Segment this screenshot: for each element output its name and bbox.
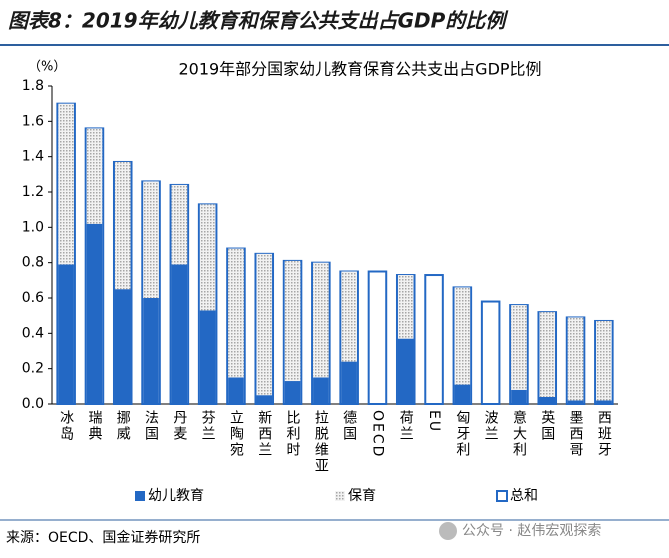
care-bar: [596, 320, 612, 401]
early-education-bar: [397, 338, 414, 404]
y-tick-label: 1.4: [22, 149, 44, 165]
watermark-icon: [439, 522, 457, 540]
y-tick-label: 0.2: [22, 361, 44, 377]
x-tick-label: 冰岛: [58, 410, 74, 442]
early-education-bar: [454, 384, 471, 404]
x-tick-label: 挪威: [115, 410, 131, 442]
page-title: 图表8：2019年幼儿教育和保育公共支出占GDP的比例: [8, 9, 509, 33]
care-bar: [171, 184, 188, 265]
early-education-bar: [58, 264, 74, 404]
early-education-bar: [86, 223, 103, 404]
care-bar: [567, 317, 584, 401]
y-tick-label: 1.6: [22, 113, 44, 129]
early-education-bar: [284, 381, 301, 404]
x-tick-label: 新西兰: [256, 410, 272, 458]
x-tick-label: 法国: [143, 410, 159, 442]
legend-label: 幼儿教育: [148, 488, 204, 504]
x-tick-label: 芬兰: [200, 410, 216, 442]
early-education-bar: [114, 289, 131, 404]
x-tick-label: 波兰: [483, 410, 499, 442]
early-education-bar: [199, 310, 216, 404]
x-tick-label: 匈牙利: [454, 410, 470, 458]
early-education-bar: [143, 298, 159, 404]
x-tick-label: 立陶宛: [228, 410, 244, 458]
x-tick-label: 丹麦: [171, 410, 187, 442]
care-bar: [313, 262, 329, 378]
care-bar: [199, 204, 216, 311]
legend-swatch: [335, 491, 345, 501]
chart-title: 2019年部分国家幼儿教育保育公共支出占GDP比例: [178, 60, 541, 79]
legend-label: 总和: [510, 488, 538, 504]
y-tick-label: 0.4: [22, 325, 44, 341]
x-tick-label: EU: [426, 410, 442, 433]
care-bar: [539, 312, 556, 397]
x-tick-label: 比利时: [285, 410, 301, 458]
y-tick-label: 0.8: [22, 255, 44, 271]
care-bar: [228, 248, 244, 378]
legend-label: 保育: [348, 488, 376, 504]
care-bar: [86, 128, 103, 224]
x-tick-label: 意大利: [511, 409, 527, 458]
y-tick-label: 0.6: [22, 290, 44, 306]
x-tick-label: OECD: [369, 410, 385, 458]
x-tick-label: 荷兰: [398, 410, 414, 442]
early-education-bar: [313, 377, 329, 404]
care-bar: [256, 253, 273, 396]
total-bar: [424, 274, 444, 405]
early-education-bar: [341, 361, 357, 404]
y-tick-label: 1.0: [22, 219, 44, 235]
y-tick-label: 1.8: [22, 78, 44, 94]
early-education-bar: [511, 389, 527, 404]
total-bar: [480, 300, 501, 405]
care-bar: [397, 275, 414, 339]
legend-swatch: [135, 491, 145, 501]
early-education-bar: [256, 395, 273, 404]
care-bar: [454, 287, 471, 385]
early-education-bar: [567, 400, 584, 404]
y-axis-label: （%）: [28, 60, 66, 75]
care-bar: [114, 161, 131, 290]
watermark: 公众号 · 赵伟宏观探索: [462, 522, 601, 539]
x-tick-label: 西班牙: [596, 410, 612, 458]
x-tick-label: 拉脱维亚: [313, 410, 329, 474]
x-tick-label: 德国: [341, 410, 357, 442]
early-education-bar: [596, 400, 612, 404]
early-education-bar: [228, 377, 244, 404]
care-bar: [511, 305, 527, 390]
early-education-bar: [539, 396, 556, 404]
x-tick-label: 墨西哥: [568, 410, 584, 458]
care-bar: [284, 260, 301, 382]
care-bar: [341, 271, 357, 362]
y-tick-label: 1.2: [22, 184, 44, 200]
x-tick-label: 瑞典: [86, 410, 102, 442]
total-bar: [367, 270, 388, 405]
legend-swatch: [496, 490, 508, 502]
x-tick-label: 英国: [539, 409, 555, 442]
y-tick-label: 0.0: [22, 396, 44, 412]
source: 来源：OECD、国金证券研究所: [6, 530, 200, 546]
care-bar: [143, 181, 159, 298]
care-bar: [58, 103, 74, 265]
early-education-bar: [171, 264, 188, 404]
